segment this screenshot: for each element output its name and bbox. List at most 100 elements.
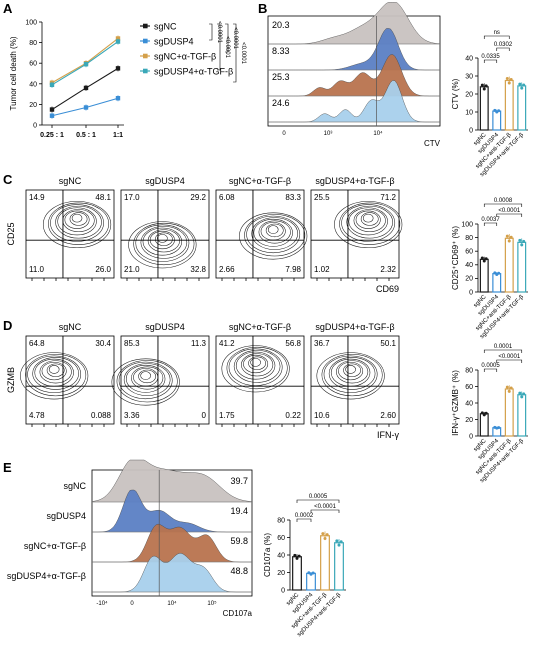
b-hist-value: 8.33 xyxy=(272,46,290,56)
e-hist-row-label: sgDUSP4+α-TGF-β xyxy=(7,571,86,581)
d-contour xyxy=(116,360,178,403)
d-contour xyxy=(32,357,79,390)
c-dot xyxy=(522,239,526,243)
a-sig-pvalue: <0.0001 xyxy=(240,42,246,65)
c-dot xyxy=(484,257,488,261)
c-quadrant-value: 83.3 xyxy=(285,193,301,202)
b-hist-value: 24.6 xyxy=(272,98,290,108)
d-contour xyxy=(27,355,82,393)
c-quadrant-value: 32.8 xyxy=(190,265,206,274)
a-legend-marker xyxy=(143,38,148,44)
a-x-tick-label: 0.5 : 1 xyxy=(76,132,96,139)
c-quadrant-value: 7.98 xyxy=(285,265,301,274)
d-sig-label: 0.0001 xyxy=(494,344,513,350)
c-contour xyxy=(362,213,374,223)
b-dot xyxy=(522,83,526,87)
d-contour xyxy=(48,365,60,374)
e-y-axis-label: CD107a (%) xyxy=(263,533,272,577)
c-sig-bracket xyxy=(496,213,523,217)
d-contour xyxy=(336,360,369,384)
d-y-tick-label: 20 xyxy=(465,417,473,424)
c-contour xyxy=(50,204,104,242)
d-bar-2 xyxy=(504,388,514,437)
a-x-tick-label: 1:1 xyxy=(113,132,123,139)
e-hist-frame xyxy=(91,469,253,597)
e-dot xyxy=(339,540,343,544)
a-sig-pvalue: <0.0001 xyxy=(216,21,222,44)
b-x-tick-label: 10³ xyxy=(324,131,333,137)
d-dot xyxy=(509,386,513,390)
c-contour xyxy=(246,215,301,254)
c-contour xyxy=(251,217,298,250)
d-plot-frame xyxy=(310,335,400,425)
b-y-tick-label: 20 xyxy=(465,91,473,98)
c-quadrant-value: 6.08 xyxy=(219,193,235,202)
c-dot xyxy=(497,271,501,275)
a-point xyxy=(115,36,121,41)
c-contour xyxy=(346,205,393,239)
c-quadrant-value: 71.2 xyxy=(380,193,396,202)
c-contour xyxy=(157,234,168,243)
d-dot xyxy=(518,391,522,395)
c-plot-title: sgDUSP4 xyxy=(145,176,185,186)
d-quadrant-value: 64.8 xyxy=(29,339,45,348)
d-contour xyxy=(233,350,281,383)
c-quadrant-value: 29.2 xyxy=(190,193,206,202)
d-dot xyxy=(484,411,488,415)
e-x-axis-label: CD107a xyxy=(223,609,253,618)
b-x-tick-label: 10⁴ xyxy=(373,130,383,137)
d-quadrant-value: 4.78 xyxy=(29,411,45,420)
b-bar-2 xyxy=(504,79,514,131)
e-hist-row-label: sgDUSP4 xyxy=(46,511,86,521)
d-quadrant-value: 10.6 xyxy=(314,411,330,420)
d-contour xyxy=(25,353,87,397)
c-x-axis-label: CD69 xyxy=(376,284,399,294)
d-contour xyxy=(123,363,171,396)
e-bar-2 xyxy=(320,535,330,591)
a-sig-bracket xyxy=(233,23,237,83)
a-series-line-2 xyxy=(51,38,119,84)
d-y-tick-label: 80 xyxy=(465,367,473,374)
e-bar-0 xyxy=(292,556,302,591)
b-hist-value: 20.3 xyxy=(272,20,290,30)
panel-e-histograms: 39.7 sgNC 19.4 sgDUSP4 59.8 sgNC+α-TGF-β 48.8 s… xyxy=(7,459,253,618)
c-contour xyxy=(64,210,90,229)
c-contour xyxy=(154,232,173,246)
c-quadrant-value: 2.66 xyxy=(219,265,235,274)
b-bar-3 xyxy=(517,85,527,131)
e-dot xyxy=(325,533,329,537)
panel-letter-b: B xyxy=(258,1,267,16)
c-contour xyxy=(348,207,388,236)
e-hist-row-label: sgNC xyxy=(63,481,86,491)
c-contour xyxy=(341,204,396,242)
c-quadrant-value: 17.0 xyxy=(124,193,140,202)
d-plot-title: sgDUSP4+α-TGF-β xyxy=(315,322,394,332)
d-contour xyxy=(243,354,269,374)
a-point xyxy=(49,113,55,118)
c-quadrant-value: 11.0 xyxy=(29,265,45,274)
d-sig-label: <0.0001 xyxy=(498,354,521,360)
c-dot xyxy=(518,238,522,242)
e-x-tick-label: 10⁵ xyxy=(207,600,217,607)
e-sig-bracket xyxy=(310,509,340,513)
b-y-axis-label: CTV (%) xyxy=(451,78,460,109)
c-y-tick-label: 60 xyxy=(465,249,473,256)
b-dot xyxy=(493,108,497,112)
a-y-tick-label: 20 xyxy=(29,102,37,109)
c-y-tick-label: 20 xyxy=(465,276,473,283)
a-sig-bracket xyxy=(217,23,221,71)
e-dot xyxy=(293,553,297,557)
c-dot xyxy=(480,256,484,260)
c-quadrant-value: 21.0 xyxy=(124,265,140,274)
e-sig-bracket xyxy=(296,499,340,503)
e-y-tick-label: 0 xyxy=(281,587,285,594)
c-contour xyxy=(253,218,293,247)
d-sig-bracket xyxy=(483,368,498,372)
a-y-tick-label: 100 xyxy=(25,20,37,27)
a-y-tick-label: 80 xyxy=(29,40,37,47)
e-hist-value: 59.8 xyxy=(230,536,248,546)
c-contour xyxy=(339,202,401,245)
c-y-tick-label: 40 xyxy=(465,262,473,269)
